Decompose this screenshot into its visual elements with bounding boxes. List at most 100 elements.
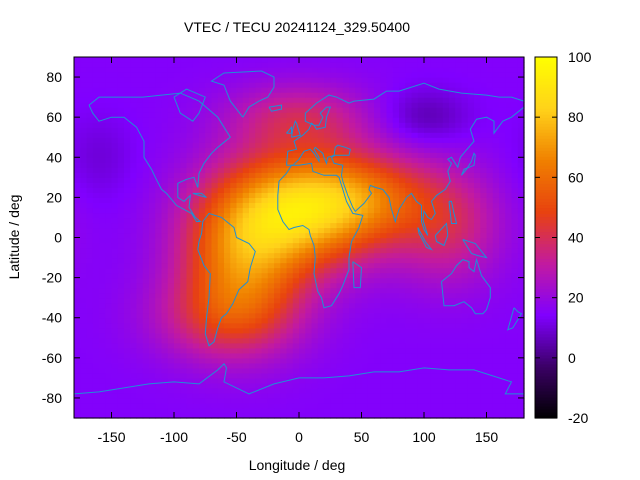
heatmap-cell xyxy=(186,157,194,163)
heatmap-cell xyxy=(174,132,181,138)
heatmap-cell xyxy=(286,142,294,148)
heatmap-cell xyxy=(130,137,138,143)
heatmap-cell xyxy=(430,172,438,178)
heatmap-cell xyxy=(311,312,319,319)
heatmap-cell xyxy=(267,152,275,158)
heatmap-cell xyxy=(236,342,244,349)
heatmap-cell xyxy=(280,187,288,193)
heatmap-cell xyxy=(255,412,263,419)
heatmap-cell xyxy=(111,162,119,168)
heatmap-cell xyxy=(124,177,131,183)
heatmap-cell xyxy=(330,202,338,209)
heatmap-cell xyxy=(517,332,525,339)
heatmap-cell xyxy=(424,207,431,214)
heatmap-cell xyxy=(180,237,188,244)
heatmap-cell xyxy=(280,102,288,108)
heatmap-cell xyxy=(280,257,288,264)
heatmap-cell xyxy=(492,337,500,344)
heatmap-cell xyxy=(486,217,494,224)
heatmap-cell xyxy=(111,397,119,404)
heatmap-cell xyxy=(330,342,338,349)
heatmap-cell xyxy=(380,352,388,359)
heatmap-cell xyxy=(142,407,150,414)
heatmap-cell xyxy=(517,252,525,259)
heatmap-cell xyxy=(117,117,125,123)
heatmap-cell xyxy=(105,412,113,419)
heatmap-cell xyxy=(105,267,113,274)
heatmap-cell xyxy=(92,307,100,314)
heatmap-cell xyxy=(299,302,306,309)
heatmap-cell xyxy=(342,387,350,394)
heatmap-cell xyxy=(305,242,313,249)
heatmap-cell xyxy=(461,232,469,239)
heatmap-cell xyxy=(99,292,106,299)
heatmap-cell xyxy=(517,197,525,204)
heatmap-cell xyxy=(299,242,306,249)
heatmap-cell xyxy=(486,382,494,389)
heatmap-cell xyxy=(92,277,100,284)
heatmap-cell xyxy=(149,337,156,344)
heatmap-cell xyxy=(361,332,369,339)
heatmap-cell xyxy=(117,222,125,229)
heatmap-cell xyxy=(474,257,481,264)
heatmap-cell xyxy=(311,117,319,123)
heatmap-cell xyxy=(286,392,294,399)
heatmap-cell xyxy=(105,337,113,344)
heatmap-cell xyxy=(236,367,244,374)
heatmap-cell xyxy=(167,122,175,128)
heatmap-cell xyxy=(117,362,125,369)
heatmap-cell xyxy=(361,392,369,399)
heatmap-cell xyxy=(80,412,88,419)
heatmap-cell xyxy=(411,222,419,229)
heatmap-cell xyxy=(299,227,306,234)
heatmap-cell xyxy=(130,177,138,183)
heatmap-cell xyxy=(80,367,88,374)
heatmap-cell xyxy=(299,102,306,108)
heatmap-cell xyxy=(299,322,306,329)
heatmap-cell xyxy=(317,287,325,294)
heatmap-cell xyxy=(361,272,369,279)
heatmap-cell xyxy=(330,197,338,204)
heatmap-cell xyxy=(367,332,375,339)
heatmap-cell xyxy=(399,382,406,389)
heatmap-cell xyxy=(417,342,425,349)
heatmap-cell xyxy=(261,382,269,389)
heatmap-cell xyxy=(274,242,281,249)
heatmap-cell xyxy=(255,107,263,113)
heatmap-cell xyxy=(336,342,344,349)
heatmap-cell xyxy=(424,117,431,123)
heatmap-cell xyxy=(180,342,188,349)
heatmap-cell xyxy=(455,137,463,143)
heatmap-cell xyxy=(136,112,144,118)
heatmap-cell xyxy=(124,77,131,83)
heatmap-cell xyxy=(311,207,319,214)
heatmap-cell xyxy=(74,312,81,319)
heatmap-cell xyxy=(224,77,231,83)
heatmap-cell xyxy=(367,287,375,294)
heatmap-cell xyxy=(186,152,194,158)
heatmap-cell xyxy=(311,127,319,133)
heatmap-cell xyxy=(461,382,469,389)
heatmap-cell xyxy=(286,107,294,113)
heatmap-cell xyxy=(342,127,350,133)
heatmap-cell xyxy=(80,72,88,78)
heatmap-cell xyxy=(417,137,425,143)
heatmap-cell xyxy=(374,302,381,309)
heatmap-cell xyxy=(380,137,388,143)
heatmap-cell xyxy=(474,192,481,198)
heatmap-cell xyxy=(136,367,144,374)
heatmap-cell xyxy=(436,87,444,93)
heatmap-cell xyxy=(424,412,431,419)
heatmap-cell xyxy=(417,377,425,384)
heatmap-cell xyxy=(505,412,513,419)
heatmap-cell xyxy=(492,282,500,289)
heatmap-cell xyxy=(124,192,131,198)
heatmap-cell xyxy=(217,172,225,178)
heatmap-cell xyxy=(267,347,275,354)
heatmap-cell xyxy=(124,332,131,339)
heatmap-cell xyxy=(499,152,506,158)
heatmap-cell xyxy=(236,277,244,284)
heatmap-cell xyxy=(130,172,138,178)
heatmap-cell xyxy=(411,127,419,133)
heatmap-cell xyxy=(442,282,450,289)
